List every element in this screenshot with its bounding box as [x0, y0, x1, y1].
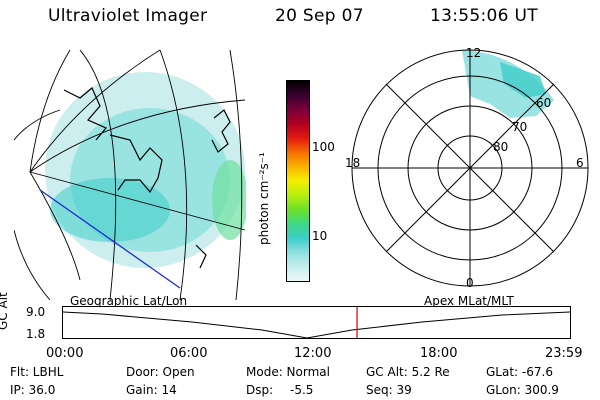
- polar-plot: [351, 49, 589, 287]
- polar-aurora-bright: [500, 62, 546, 98]
- y-label-min: 1.8: [26, 327, 46, 341]
- colorbar-tick-100: 100: [312, 140, 335, 154]
- mlt-label-0: 0: [466, 276, 474, 290]
- gc-alt-axis-label: GC Alt: [0, 292, 10, 330]
- lat-circle-1: [29, 49, 71, 173]
- date-label: 20 Sep 07: [275, 6, 364, 26]
- glat-status: GLat: -67.6: [486, 365, 553, 379]
- lon-line-2: [29, 99, 246, 173]
- door-status: Door: Open: [126, 365, 195, 379]
- x-label-0000: 00:00: [46, 346, 84, 361]
- uv-image-green: [212, 160, 246, 240]
- uv-image-bright: [50, 178, 170, 242]
- lat-circle-5: [14, 109, 61, 141]
- x-label-1800: 18:00: [420, 346, 458, 361]
- polar-diag-2: [385, 83, 555, 253]
- gain-status: Gain: 14: [126, 383, 177, 397]
- instrument-title: Ultraviolet Imager: [48, 6, 208, 26]
- lat-circle-4: [229, 49, 243, 300]
- x-label-2359: 23:59: [545, 346, 583, 361]
- coastline-north: [63, 87, 107, 141]
- lat-circle-6: [14, 229, 51, 300]
- colorbar: [286, 80, 310, 282]
- lon-line-1: [29, 49, 161, 173]
- terminator-line: [39, 189, 181, 289]
- glon-status: GLon: 300.9: [486, 383, 559, 397]
- timeline-frame: [62, 306, 571, 339]
- colorbar-label: photon cm⁻²s⁻¹: [257, 152, 271, 245]
- geographic-map: [14, 49, 246, 300]
- mode-status: Mode: Normal: [246, 365, 330, 379]
- coastline-se: [195, 244, 207, 269]
- apex-caption: Apex MLat/MLT: [424, 294, 514, 308]
- mlat-label-60: 60: [536, 96, 552, 110]
- mlat-label-80: 80: [493, 140, 509, 154]
- colorbar-tick-10: 10: [312, 229, 328, 243]
- coastline-east: [211, 109, 231, 153]
- x-label-1200: 12:00: [294, 346, 332, 361]
- lat-circle-3: [159, 49, 188, 300]
- mlt-label-6: 6: [576, 156, 584, 170]
- mlt-label-12: 12: [466, 46, 482, 60]
- lon-line-4: [29, 171, 81, 281]
- x-label-0600: 06:00: [170, 346, 208, 361]
- lon-line-3: [29, 171, 246, 231]
- time-label: 13:55:06 UT: [430, 6, 538, 26]
- altitude-curve: [62, 311, 571, 339]
- y-label-max: 9.0: [26, 305, 46, 319]
- mlt-label-18: 18: [345, 156, 361, 170]
- ip-status: IP: 36.0: [10, 383, 56, 397]
- gc-alt-status: GC Alt: 5.2 Re: [366, 365, 450, 379]
- coastline-mid: [109, 134, 163, 194]
- timeline-plot: [62, 306, 571, 339]
- seq-status: Seq: 39: [366, 383, 412, 397]
- dsp-label: Dsp:: [246, 383, 274, 397]
- filter-status: Flt: LBHL: [10, 365, 64, 379]
- dsp-value: -5.5: [290, 383, 314, 397]
- mlat-label-70: 70: [512, 120, 528, 134]
- geographic-caption: Geographic Lat/Lon: [70, 294, 188, 308]
- lat-circle-2: [79, 49, 117, 300]
